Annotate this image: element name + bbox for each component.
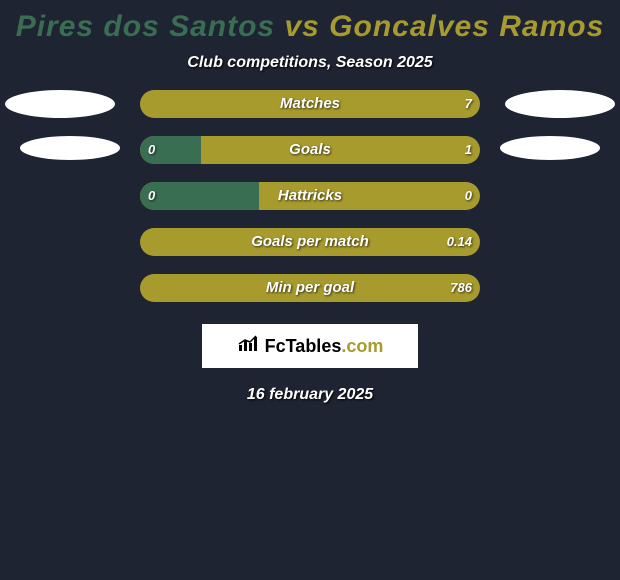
logo-box: FcTables.com bbox=[202, 324, 418, 368]
subtitle: Club competitions, Season 2025 bbox=[0, 54, 620, 72]
logo-brand: FcTables bbox=[265, 336, 342, 356]
crest-left bbox=[5, 90, 115, 118]
logo-suffix: .com bbox=[341, 336, 383, 356]
stat-value-right: 786 bbox=[450, 274, 472, 302]
stat-rows: Matches7 Goals01 Hattricks00 Goals per matc… bbox=[0, 90, 620, 302]
stat-label: Matches bbox=[140, 90, 480, 118]
stat-row: Min per goal786 bbox=[0, 274, 620, 302]
stat-bar: Matches7 bbox=[140, 90, 480, 118]
date-text: 16 february 2025 bbox=[0, 386, 620, 404]
title-vs: vs bbox=[275, 10, 329, 43]
bar-left-fill bbox=[140, 136, 201, 164]
crest-left bbox=[20, 136, 120, 160]
stat-row: Goals per match0.14 bbox=[0, 228, 620, 256]
stat-value-right: 7 bbox=[465, 90, 472, 118]
stat-value-right: 0.14 bbox=[447, 228, 472, 256]
crest-right bbox=[500, 136, 600, 160]
stat-bar: Hattricks00 bbox=[140, 182, 480, 210]
title-player2: Goncalves Ramos bbox=[329, 10, 604, 43]
barchart-icon bbox=[237, 335, 259, 358]
stat-row: Hattricks00 bbox=[0, 182, 620, 210]
stat-label: Goals per match bbox=[140, 228, 480, 256]
crest-right bbox=[505, 90, 615, 118]
page-title: Pires dos Santos vs Goncalves Ramos bbox=[0, 0, 620, 44]
logo-text: FcTables.com bbox=[265, 336, 384, 357]
stat-value-right: 1 bbox=[465, 136, 472, 164]
stat-row: Matches7 bbox=[0, 90, 620, 118]
title-player1: Pires dos Santos bbox=[16, 10, 275, 43]
stat-bar: Goals01 bbox=[140, 136, 480, 164]
stat-row: Goals01 bbox=[0, 136, 620, 164]
bar-left-fill bbox=[140, 182, 259, 210]
stat-value-right: 0 bbox=[465, 182, 472, 210]
stat-bar: Goals per match0.14 bbox=[140, 228, 480, 256]
stat-label: Min per goal bbox=[140, 274, 480, 302]
stat-bar: Min per goal786 bbox=[140, 274, 480, 302]
comparison-infographic: Pires dos Santos vs Goncalves Ramos Club… bbox=[0, 0, 620, 580]
